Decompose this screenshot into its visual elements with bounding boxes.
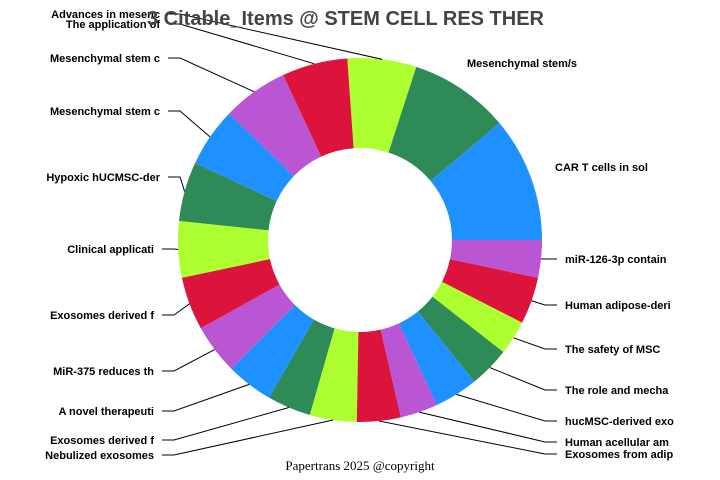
slice-18 — [432, 281, 523, 353]
slice-label-12: Exosomes derived f — [50, 435, 154, 447]
slice-11 — [231, 305, 314, 398]
footer-copyright: Papertrans 2025 @copyright — [285, 458, 435, 473]
slice-label-16: hucMSC-derived exo — [565, 416, 674, 428]
slice-label-18: The safety of MSC — [565, 344, 660, 356]
leader-line-3 — [168, 13, 383, 60]
slice-3 — [347, 58, 417, 153]
leader-line-11 — [162, 383, 250, 412]
slice-7 — [178, 163, 277, 231]
slice-label-17: The role and mecha — [565, 385, 669, 397]
slice-label-13: Nebulized exosomes — [45, 450, 154, 462]
leader-line-4 — [168, 23, 315, 65]
slice-label-19: Human adipose-deri — [565, 300, 671, 312]
leader-line-18 — [513, 337, 557, 350]
slice-5 — [229, 75, 322, 177]
slice-13 — [309, 328, 359, 422]
slice-17 — [417, 296, 504, 382]
slice-2 — [388, 66, 500, 181]
slice-4 — [283, 58, 354, 157]
leader-line-5 — [168, 57, 255, 93]
leader-line-8 — [162, 248, 179, 251]
slice-6 — [195, 113, 294, 202]
slice-label-8: Clinical applicati — [67, 244, 154, 256]
slice-label-4: The application of — [66, 19, 160, 31]
leader-line-17 — [489, 367, 557, 391]
slice-10 — [200, 284, 295, 369]
slice-label-3: Advances in mesenc — [51, 9, 160, 21]
slice-label-9: Exosomes derived f — [50, 310, 154, 322]
slice-15 — [380, 323, 437, 418]
leader-line-7 — [168, 176, 186, 192]
chart-title: 3 Citable_Items @ STEM CELL RES THER — [147, 8, 545, 30]
leader-line-13 — [162, 419, 334, 456]
slice-9 — [181, 259, 280, 329]
slice-label-6: Mesenchymal stem c — [50, 106, 160, 118]
slice-8 — [178, 220, 271, 278]
slice-20 — [449, 240, 542, 278]
slice-label-1: CAR T cells in sol — [555, 162, 648, 174]
slice-16 — [398, 311, 475, 405]
leader-line-15 — [419, 411, 557, 443]
slice-label-15: Human acellular am — [565, 437, 669, 449]
slice-12 — [269, 319, 335, 415]
slice-label-11: A novel therapeuti — [58, 406, 154, 418]
slice-label-7: Hypoxic hUCMSC-der — [46, 172, 160, 184]
leader-line-14 — [378, 420, 557, 455]
slice-label-5: Mesenchymal stem c — [50, 53, 160, 65]
leader-line-12 — [162, 407, 290, 441]
slice-label-10: MiR-375 reduces th — [53, 366, 154, 378]
slice-label-2: Mesenchymal stem/s — [467, 58, 577, 70]
slice-label-14: Exosomes from adip — [565, 449, 673, 461]
leader-line-16 — [456, 393, 557, 422]
leader-line-10 — [162, 349, 215, 372]
slice-14 — [356, 329, 401, 423]
leader-line-9 — [162, 303, 190, 316]
leader-line-19 — [531, 300, 557, 306]
slice-label-20: miR-126-3p contain — [565, 254, 667, 266]
slice-19 — [441, 259, 539, 323]
leader-line-6 — [168, 110, 211, 138]
slice-1 — [430, 123, 543, 240]
